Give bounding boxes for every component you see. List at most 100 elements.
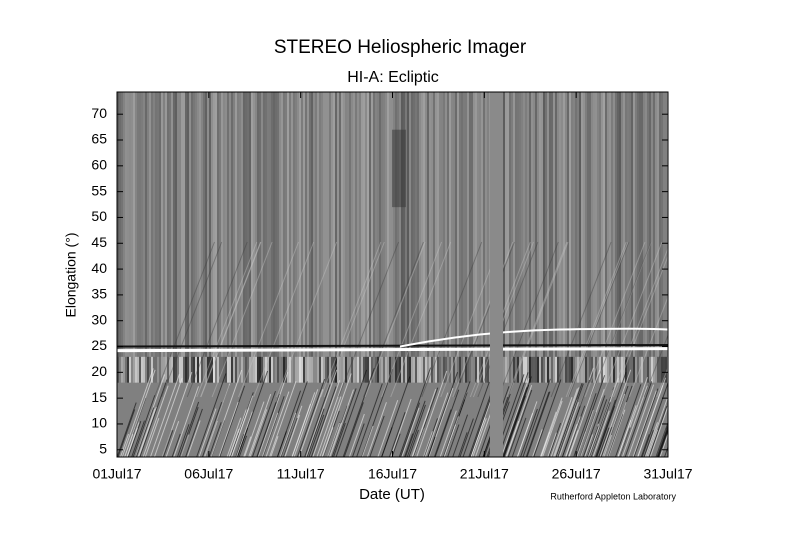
- streak: [279, 356, 281, 383]
- streak: [189, 92, 191, 383]
- streak: [559, 92, 561, 383]
- streak: [261, 412, 279, 457]
- streak: [613, 92, 615, 383]
- streak: [147, 356, 149, 383]
- jmap-image: [117, 92, 668, 457]
- streak: [251, 356, 253, 383]
- streak: [161, 92, 163, 383]
- streak: [180, 434, 190, 457]
- streak: [345, 356, 347, 383]
- streak: [453, 356, 455, 383]
- streak: [327, 92, 329, 383]
- streak: [335, 369, 368, 457]
- streak: [525, 92, 527, 383]
- streak: [433, 409, 452, 457]
- streak: [293, 92, 295, 383]
- streak: [137, 408, 156, 457]
- streak: [513, 356, 515, 383]
- streak: [191, 356, 193, 383]
- streak: [470, 417, 486, 457]
- streak: [568, 369, 601, 457]
- streak: [594, 399, 616, 457]
- streak: [363, 92, 365, 383]
- streak: [135, 92, 137, 383]
- streak: [435, 356, 437, 383]
- streak: [653, 356, 655, 383]
- streak: [564, 424, 578, 457]
- streak: [541, 356, 543, 383]
- streak: [472, 418, 487, 457]
- streak: [477, 92, 479, 383]
- streak: [239, 356, 241, 383]
- streak: [259, 356, 261, 383]
- streak: [433, 92, 435, 383]
- streak: [249, 409, 268, 457]
- streak: [537, 356, 539, 383]
- streak: [343, 402, 364, 457]
- streak: [619, 92, 621, 383]
- streak: [400, 402, 421, 457]
- streak: [637, 377, 667, 457]
- streak: [243, 356, 245, 383]
- streak: [241, 356, 243, 383]
- streak: [226, 417, 242, 457]
- streak: [550, 396, 573, 457]
- x-tick-label: 21Jul17: [460, 466, 509, 482]
- streak: [389, 92, 391, 383]
- streak: [319, 356, 321, 383]
- streak: [213, 92, 215, 383]
- streak: [203, 92, 205, 383]
- streak: [281, 356, 283, 383]
- streak: [259, 92, 261, 383]
- streak: [575, 92, 577, 383]
- chart-title: STEREO Heliospheric Imager: [274, 37, 527, 58]
- y-tick-label: 50: [91, 208, 107, 224]
- streak: [547, 432, 557, 457]
- streak: [379, 92, 381, 383]
- streak: [516, 401, 538, 457]
- streak: [647, 356, 649, 383]
- streak: [337, 92, 339, 383]
- streak: [348, 413, 365, 457]
- streak: [333, 356, 335, 383]
- streak: [296, 378, 326, 457]
- streak: [315, 92, 317, 383]
- streak: [625, 356, 627, 383]
- streak: [135, 407, 155, 457]
- streak: [165, 356, 167, 383]
- streak: [171, 92, 173, 383]
- streak: [388, 411, 406, 457]
- streak: [573, 393, 597, 457]
- streak: [207, 92, 209, 383]
- streak: [471, 356, 473, 383]
- streak: [545, 92, 547, 383]
- streak: [603, 434, 612, 457]
- streak: [431, 356, 433, 383]
- streak: [161, 356, 163, 383]
- feature-white: [117, 347, 668, 353]
- streak: [535, 356, 537, 383]
- streak: [567, 92, 569, 383]
- streak: [399, 92, 401, 383]
- streak: [509, 92, 511, 383]
- streak: [409, 92, 411, 383]
- streak: [342, 367, 375, 457]
- streak: [575, 356, 577, 383]
- streak: [298, 389, 324, 457]
- streak: [117, 92, 119, 383]
- streak: [552, 388, 578, 457]
- streak: [235, 434, 245, 457]
- streak: [267, 356, 269, 383]
- streak: [251, 92, 253, 383]
- streak: [159, 92, 161, 383]
- streak: [179, 92, 181, 383]
- streak: [287, 356, 289, 383]
- streak: [503, 92, 505, 383]
- streak: [423, 356, 425, 383]
- streak: [419, 356, 421, 383]
- streak: [361, 356, 363, 383]
- streak: [629, 92, 631, 383]
- streak: [142, 385, 169, 457]
- streak: [390, 241, 452, 398]
- streak: [275, 356, 277, 383]
